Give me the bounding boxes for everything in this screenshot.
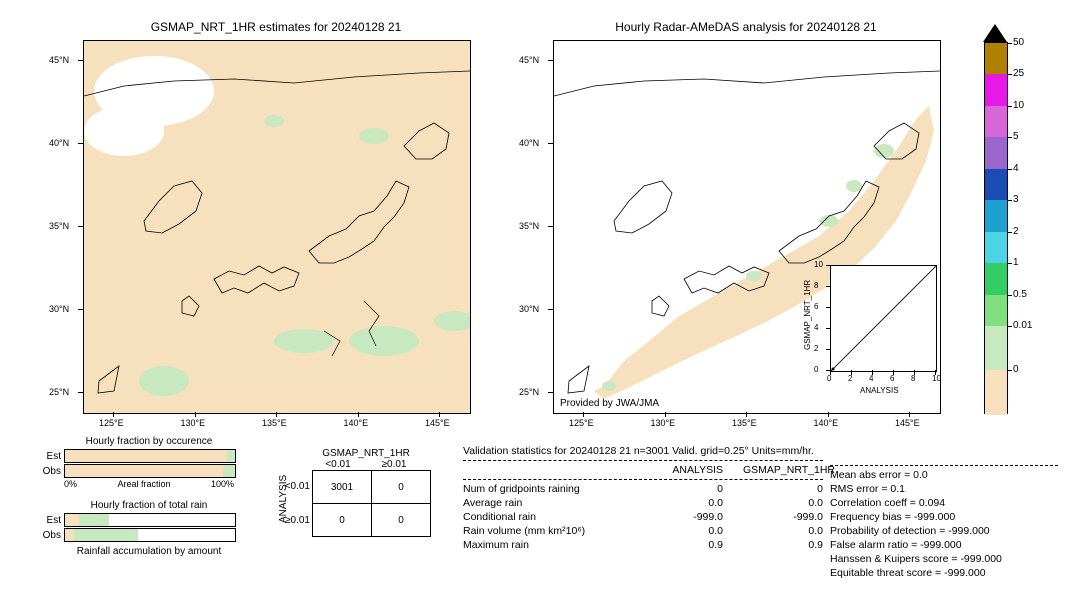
inset-scatter	[830, 265, 937, 372]
stats-right: Mean abs error = 0.0 RMS error = 0.1 Corre…	[830, 462, 1058, 581]
accum-title: Rainfall accumulation by amount	[64, 546, 234, 557]
left-map-title: GSMAP_NRT_1HR estimates for 20240128 21	[83, 20, 469, 34]
stats-metric: Probability of detection = -999.000	[830, 525, 1058, 537]
occurrence-obs-row: Obs	[35, 464, 236, 478]
total-rain-title: Hourly fraction of total rain	[64, 500, 234, 511]
matrix-top-title: GSMAP_NRT_1HR	[310, 448, 422, 459]
colorbar: 502510543210.50.010	[984, 42, 1008, 414]
stats-metric: RMS error = 0.1	[830, 483, 1058, 495]
stats-metric: Hanssen & Kuipers score = -999.000	[830, 553, 1058, 565]
stats-metric: False alarm ratio = -999.000	[830, 539, 1058, 551]
figure-root: GSMAP_NRT_1HR estimates for 20240128 21 …	[0, 0, 1080, 612]
matrix-table: 30010 00	[312, 470, 431, 537]
stats-metric: Equitable threat score = -999.000	[830, 567, 1058, 579]
occurrence-est-row: Est	[35, 449, 236, 463]
total-obs-row: Obs	[35, 528, 236, 542]
inset-ylabel: GSMAP_NRT_1HR	[803, 280, 812, 350]
contingency-matrix: GSMAP_NRT_1HR <0.01 ≥0.01 <0.01 ≥0.01 30…	[282, 448, 431, 537]
total-est-row: Est	[35, 513, 236, 527]
inset-xlabel: ANALYSIS	[860, 386, 899, 395]
stats-metric: Frequency bias = -999.000	[830, 511, 1058, 523]
occurrence-xaxis: 0% Areal fraction 100%	[64, 479, 234, 489]
provided-by-label: Provided by JWA/JMA	[560, 398, 659, 409]
hbar-occurrence: Hourly fraction by occurence Est Obs 0% …	[35, 436, 236, 489]
stats-row: Conditional rain-999.0-999.0	[463, 511, 823, 523]
left-map-svg	[84, 41, 470, 413]
stats-metric: Correlation coeff = 0.094	[830, 497, 1058, 509]
occurrence-title: Hourly fraction by occurence	[64, 436, 234, 447]
left-map	[83, 40, 471, 414]
right-map-title: Hourly Radar-AMeDAS analysis for 2024012…	[553, 20, 939, 34]
stats-row: Maximum rain0.90.9	[463, 539, 823, 551]
stats-title: Validation statistics for 20240128 21 n=…	[463, 445, 823, 457]
stats-table: Validation statistics for 20240128 21 n=…	[463, 445, 823, 553]
matrix-side-title: ANALYSIS	[278, 475, 289, 523]
stats-metric: Mean abs error = 0.0	[830, 469, 1058, 481]
stats-row: Num of gridpoints raining00	[463, 483, 823, 495]
hbar-total-rain: Hourly fraction of total rain Est Obs Ra…	[35, 500, 236, 559]
colorbar-arrow	[983, 24, 1007, 42]
stats-header-row: ANALYSIS GSMAP_NRT_1HR	[463, 464, 823, 476]
stats-row: Rain volume (mm km²10⁶)0.00.0	[463, 525, 823, 537]
stats-row: Average rain0.00.0	[463, 497, 823, 509]
